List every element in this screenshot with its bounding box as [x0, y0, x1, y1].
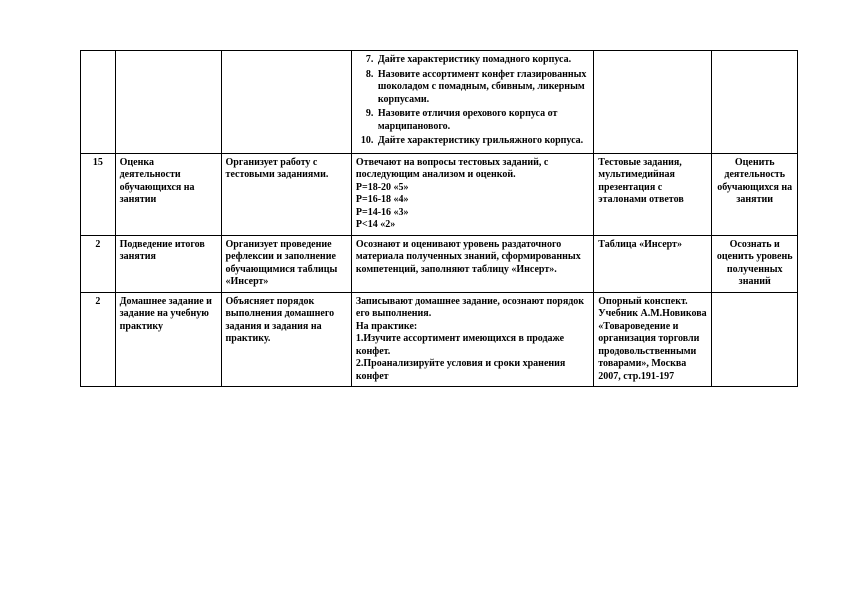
table-row: 15 Оценка деятельности обучающихся на за… [81, 153, 798, 235]
question-item: Дайте характеристику грильяжного корпуса… [376, 135, 589, 148]
table-row: Дайте характеристику помадного корпуса. … [81, 51, 798, 154]
table-row: 2 Подведение итогов занятия Организует п… [81, 235, 798, 292]
cell-stage: Оценка деятельности обучающихся на занят… [115, 153, 221, 235]
cell-resources: Тестовые задания, мультимедийная презент… [594, 153, 712, 235]
table-body: Дайте характеристику помадного корпуса. … [81, 51, 798, 387]
lesson-plan-table: Дайте характеристику помадного корпуса. … [80, 50, 798, 387]
cell-stage [115, 51, 221, 154]
cell-students: Дайте характеристику помадного корпуса. … [351, 51, 593, 154]
cell-time: 2 [81, 235, 116, 292]
cell-stage: Домашнее задание и задание на учебную пр… [115, 292, 221, 387]
cell-teacher [221, 51, 351, 154]
table-row: 2 Домашнее задание и задание на учебную … [81, 292, 798, 387]
question-list: Дайте характеристику помадного корпуса. … [356, 54, 589, 148]
question-item: Назовите ассортимент конфет глазированны… [376, 69, 589, 107]
cell-students: Осознают и оценивают уровень раздаточног… [351, 235, 593, 292]
cell-goal: Оценить деятельность обучающихся на заня… [712, 153, 798, 235]
cell-time: 15 [81, 153, 116, 235]
cell-teacher: Объясняет порядок выполнения домашнего з… [221, 292, 351, 387]
cell-goal [712, 51, 798, 154]
cell-resources: Таблица «Инсерт» [594, 235, 712, 292]
cell-goal [712, 292, 798, 387]
cell-teacher: Организует проведение рефлексии и заполн… [221, 235, 351, 292]
cell-resources: Опорный конспект. Учебник А.М.Новикова «… [594, 292, 712, 387]
lesson-plan-page: Дайте характеристику помадного корпуса. … [0, 0, 842, 427]
cell-stage: Подведение итогов занятия [115, 235, 221, 292]
cell-teacher: Организует работу с тестовыми заданиями. [221, 153, 351, 235]
question-item: Назовите отличия орехового корпуса от ма… [376, 108, 589, 133]
cell-goal: Осознать и оценить уровень полученных зн… [712, 235, 798, 292]
cell-students: Записывают домашнее задание, осознают по… [351, 292, 593, 387]
question-item: Дайте характеристику помадного корпуса. [376, 54, 589, 67]
cell-students: Отвечают на вопросы тестовых заданий, с … [351, 153, 593, 235]
cell-resources [594, 51, 712, 154]
cell-time [81, 51, 116, 154]
cell-time: 2 [81, 292, 116, 387]
